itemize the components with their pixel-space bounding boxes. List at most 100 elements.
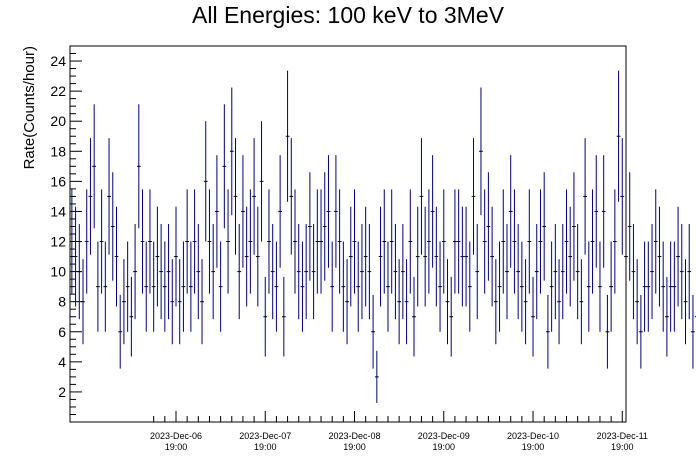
data-point <box>527 189 532 294</box>
data-point <box>229 87 234 216</box>
data-point <box>572 172 576 281</box>
data-point <box>408 189 413 294</box>
data-point <box>166 224 171 320</box>
data-point <box>557 259 561 345</box>
y-tick-label: 16 <box>50 173 66 189</box>
data-point <box>77 224 82 320</box>
data-point <box>497 241 502 332</box>
data-point <box>73 206 78 307</box>
data-point <box>226 189 230 294</box>
data-point <box>252 138 256 255</box>
data-point <box>162 241 167 332</box>
data-point <box>449 276 454 357</box>
x-tick-time-label: 19:00 <box>165 442 188 452</box>
chart-title: All Energies: 100 keV to 3MeV <box>192 2 504 28</box>
data-point <box>657 206 662 307</box>
x-tick-time-label: 19:00 <box>611 442 634 452</box>
data-point <box>423 206 428 307</box>
data-point <box>274 241 279 332</box>
data-point <box>400 224 405 320</box>
data-points <box>70 70 696 403</box>
data-point <box>334 155 338 268</box>
data-point <box>244 206 249 307</box>
data-point <box>99 189 104 294</box>
data-point <box>650 224 654 320</box>
y-tick-label: 8 <box>58 294 66 310</box>
data-point <box>672 241 677 332</box>
data-point <box>560 224 565 320</box>
data-point <box>482 189 487 294</box>
data-point <box>367 224 372 320</box>
data-point <box>546 294 550 369</box>
data-point <box>471 138 476 255</box>
y-tick-label: 14 <box>50 203 66 219</box>
x-tick-time-label: 19:00 <box>522 442 545 452</box>
data-point <box>653 189 658 294</box>
data-point <box>564 189 569 294</box>
data-point <box>360 224 364 320</box>
data-point <box>148 189 152 294</box>
y-tick-label: 12 <box>50 234 66 250</box>
data-point <box>538 189 543 294</box>
data-point <box>270 224 275 320</box>
y-tick-label: 4 <box>58 354 66 370</box>
data-point <box>531 276 535 357</box>
plot-frame <box>69 45 627 423</box>
data-point <box>110 172 115 281</box>
data-point <box>267 189 271 294</box>
data-point <box>81 259 85 345</box>
data-point <box>412 276 416 357</box>
data-point <box>665 276 669 357</box>
data-point <box>155 206 160 307</box>
data-point <box>419 138 424 255</box>
data-point <box>122 259 126 345</box>
data-point <box>605 294 610 369</box>
data-point <box>285 70 290 202</box>
data-point <box>363 206 368 307</box>
data-point <box>326 155 331 268</box>
data-point <box>475 224 480 320</box>
data-point <box>505 224 509 320</box>
data-point <box>512 189 517 294</box>
data-point <box>453 189 457 294</box>
data-point <box>259 121 264 242</box>
data-point <box>129 276 134 357</box>
data-point <box>434 206 439 307</box>
x-tick-date-label: 2023-Dec-10 <box>507 431 559 441</box>
data-point <box>118 294 123 369</box>
data-point <box>84 189 89 294</box>
data-point <box>378 206 383 307</box>
data-point <box>568 206 573 307</box>
data-point <box>151 241 156 332</box>
data-point <box>114 206 119 307</box>
data-point <box>646 241 651 332</box>
data-point <box>612 189 617 294</box>
data-point <box>341 241 346 332</box>
data-point <box>579 259 584 345</box>
data-point <box>140 189 145 294</box>
x-tick-date-label: 2023-Dec-07 <box>239 431 291 441</box>
data-point <box>627 172 632 281</box>
data-point <box>322 172 327 281</box>
data-point <box>438 241 442 332</box>
data-point <box>601 155 606 268</box>
data-point <box>289 138 294 255</box>
data-point <box>88 138 93 255</box>
data-point <box>676 206 680 307</box>
data-point <box>70 189 74 294</box>
y-tick-label: 20 <box>50 113 66 129</box>
data-point <box>575 224 580 320</box>
data-point <box>296 224 301 320</box>
data-point <box>427 189 431 294</box>
y-axis-label: Rate(Counts/hour) <box>21 46 38 169</box>
data-point <box>215 155 219 268</box>
data-point <box>441 189 446 294</box>
data-point <box>661 241 666 332</box>
data-point <box>616 70 621 202</box>
y-tick-label: 22 <box>50 83 66 99</box>
data-point <box>189 241 193 332</box>
data-point <box>181 241 186 332</box>
x-tick-time-label: 19:00 <box>254 442 277 452</box>
data-point <box>668 241 673 332</box>
